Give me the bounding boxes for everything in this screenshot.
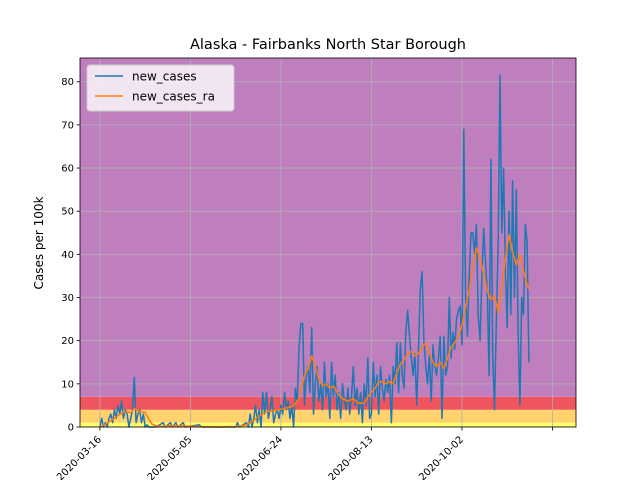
x-tick-label-1: 2020-05-05 xyxy=(146,434,195,480)
x-tick-label-2: 2020-06-24 xyxy=(236,434,285,480)
y-tick-label-6: 60 xyxy=(61,164,74,175)
y-tick-label-4: 40 xyxy=(61,250,74,261)
y-tick-label-2: 20 xyxy=(61,336,74,347)
x-axis: 2020-03-16 2020-05-05 2020-06-24 2020-08-13… xyxy=(55,427,553,480)
risk-band-0 xyxy=(80,422,576,427)
risk-band-2 xyxy=(80,396,576,410)
y-tick-label-0: 0 xyxy=(68,423,74,434)
chart-title: Alaska - Fairbanks North Star Borough xyxy=(190,37,466,53)
y-axis-label: Cases per 100k xyxy=(32,196,46,289)
x-tick-label-3: 2020-08-13 xyxy=(327,434,376,480)
x-tick-label-4: 2020-10-02 xyxy=(417,434,466,480)
legend-label-new-cases: new_cases xyxy=(132,70,197,84)
y-tick-label-7: 70 xyxy=(61,120,74,131)
legend-box xyxy=(86,64,235,112)
y-tick-label-3: 30 xyxy=(61,293,74,304)
legend-label-new-cases-ra: new_cases_ra xyxy=(132,90,215,104)
y-tick-label-1: 10 xyxy=(61,379,74,390)
y-tick-label-5: 50 xyxy=(61,207,74,218)
legend: new_cases new_cases_ra xyxy=(86,64,235,112)
x-tick-label-0: 2020-03-16 xyxy=(55,434,104,480)
series-line-new-cases-ra xyxy=(99,234,530,428)
y-tick-label-8: 80 xyxy=(61,77,74,88)
risk-band-1 xyxy=(80,409,576,423)
series-lines xyxy=(99,74,530,428)
y-axis: 0 10 20 30 40 50 60 70 80 xyxy=(61,77,80,434)
risk-bands xyxy=(80,58,576,427)
plot-frame xyxy=(79,57,577,428)
